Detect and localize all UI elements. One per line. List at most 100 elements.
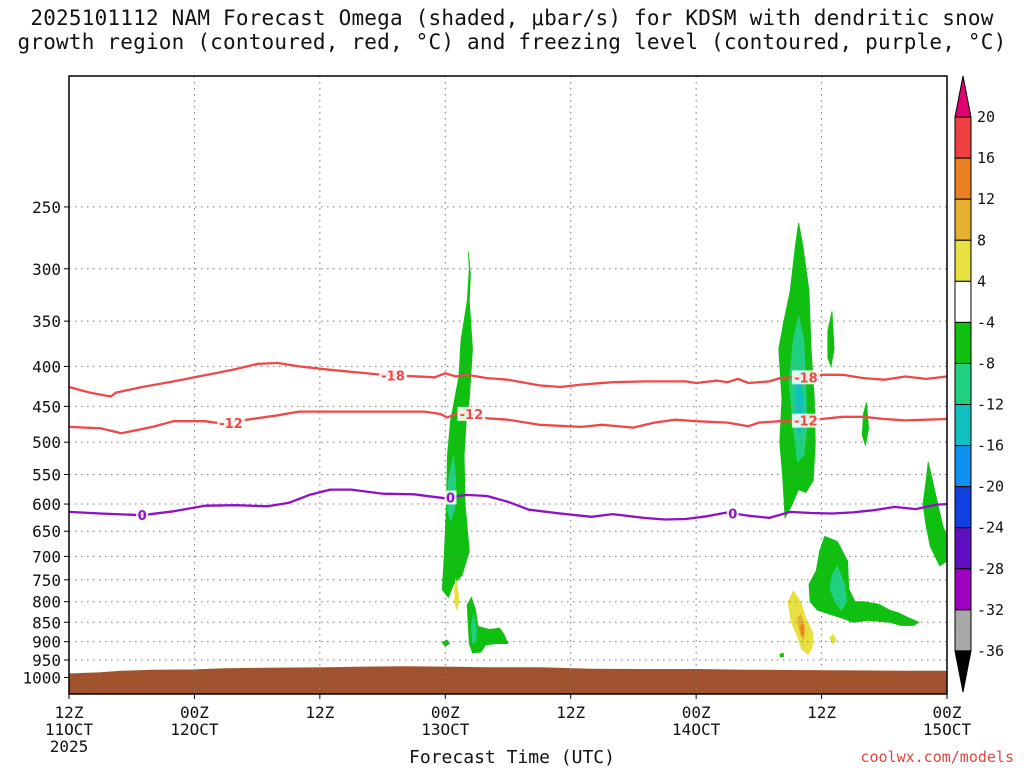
omega-area-17 — [829, 633, 837, 645]
contour-label: 0 — [446, 491, 455, 506]
contour-label-bg — [444, 490, 457, 505]
colorbar-segment — [954, 280, 972, 323]
y-tick-label: 650 — [32, 522, 61, 541]
colorbar-segment — [954, 609, 972, 652]
y-tick-label: 700 — [32, 547, 61, 566]
x-tick-label: 00Z — [431, 703, 460, 722]
colorbar-segment — [954, 486, 972, 529]
contour-label-bg — [791, 370, 820, 385]
x-tick-label: 12Z — [305, 703, 334, 722]
contour-label: 0 — [138, 509, 147, 524]
contour-label-bg — [379, 368, 408, 383]
omega-area-11 — [808, 535, 920, 626]
terrain-fill — [68, 666, 948, 695]
x-axis-label: Forecast Time (UTC) — [409, 747, 615, 768]
colorbar-label: 12 — [977, 190, 995, 208]
x-tick-label: 00Z — [933, 703, 962, 722]
omega-area-13 — [922, 461, 948, 567]
terrain-area — [68, 666, 948, 695]
contour-label: -18 — [381, 369, 405, 384]
omega-area-4 — [441, 639, 451, 647]
x-tick-label: 2025 — [50, 737, 89, 756]
y-tick-label: 450 — [32, 397, 61, 416]
colorbar-label: 4 — [977, 272, 986, 290]
y-tick-label: 250 — [32, 198, 61, 217]
y-axis-ticks: 2503003504004505005506006507007508008509… — [22, 198, 69, 687]
y-tick-label: 600 — [32, 495, 61, 514]
omega-area-9 — [827, 311, 835, 368]
y-tick-label: 500 — [32, 433, 61, 452]
omega-area-0 — [441, 251, 473, 599]
y-tick-label: 550 — [32, 466, 61, 485]
contour-label-bg — [791, 413, 820, 428]
x-tick-label: 12Z — [556, 703, 585, 722]
x-tick-label: 14OCT — [672, 720, 721, 739]
y-tick-label: 300 — [32, 260, 61, 279]
title-line-2: growth region (contoured, red, °C) and f… — [17, 30, 1007, 54]
contour-label-bg — [217, 415, 246, 430]
colorbar-label: -8 — [977, 354, 995, 372]
colorbar-label: -20 — [977, 478, 1004, 496]
contour-label-bg — [726, 506, 739, 521]
colorbar-label: 8 — [977, 231, 986, 249]
colorbar-segment — [954, 198, 972, 241]
x-tick-label: 15OCT — [923, 720, 972, 739]
plot-frame — [68, 75, 948, 695]
omega-area-3 — [470, 614, 478, 645]
colorbar-segment — [954, 445, 972, 488]
x-tick-label: 12Z — [55, 703, 84, 722]
colorbar-segment — [954, 404, 972, 447]
y-tick-label: 800 — [32, 593, 61, 612]
omega-area-5 — [454, 578, 460, 611]
colorbar-segment — [954, 157, 972, 200]
colorbar-segment — [954, 239, 972, 282]
contour-label: -18 — [794, 371, 818, 386]
x-tick-label: 12OCT — [170, 720, 219, 739]
chart-title: 2025101112 NAM Forecast Omega (shaded, μ… — [0, 6, 1024, 54]
y-tick-label: 900 — [32, 633, 61, 652]
y-tick-label: 400 — [32, 357, 61, 376]
colorbar-label: -36 — [977, 642, 1004, 660]
contour-label: -12 — [794, 415, 818, 430]
colorbar-label: -16 — [977, 437, 1004, 455]
y-tick-label: 750 — [32, 571, 61, 590]
contour-label-bg — [136, 508, 149, 523]
x-tick-label: 00Z — [180, 703, 209, 722]
grid-lines — [69, 76, 947, 694]
title-line-1: 2025101112 NAM Forecast Omega (shaded, μ… — [30, 6, 994, 30]
colorbar-label: -24 — [977, 519, 1004, 537]
colorbar-segment — [954, 568, 972, 611]
credit-link[interactable]: coolwx.com/models — [860, 748, 1014, 766]
y-tick-label: 1000 — [22, 668, 61, 687]
x-tick-label: 12Z — [807, 703, 836, 722]
colorbar-segment — [954, 527, 972, 570]
contour-line-0 — [68, 488, 948, 521]
colorbar: 20 16 12 8 4 -4 -8 -12 -16 -20 -24 -28 -32 -36 — [954, 75, 1004, 693]
contour-label: -12 — [219, 417, 243, 432]
temperature-contours: -18 -18 -12 -12 -12 0 0 0 — [68, 361, 948, 524]
colorbar-bottom-arrow — [954, 650, 972, 693]
colorbar-top-arrow — [954, 75, 972, 118]
y-tick-label: 850 — [32, 613, 61, 632]
y-tick-label: 950 — [32, 651, 61, 670]
omega-shading — [441, 222, 948, 658]
colorbar-segment — [954, 362, 972, 406]
omega-area-2 — [466, 596, 509, 654]
omega-area-12 — [829, 564, 848, 611]
omega-area-10 — [861, 402, 870, 446]
omega-area-18 — [779, 652, 785, 658]
colorbar-segment — [954, 116, 972, 159]
colorbar-label: -28 — [977, 560, 1004, 578]
colorbar-label: -12 — [977, 396, 1004, 414]
x-tick-label: 11OCT — [45, 720, 94, 739]
x-tick-label: 13OCT — [421, 720, 470, 739]
colorbar-label: -32 — [977, 601, 1004, 619]
contour-label: 0 — [728, 507, 737, 522]
contour-label-bg — [457, 406, 486, 421]
colorbar-label: 20 — [977, 108, 995, 126]
contour-label: -12 — [460, 408, 484, 423]
colorbar-segment — [954, 321, 972, 364]
omega-area-16 — [800, 623, 805, 637]
y-tick-label: 350 — [32, 312, 61, 331]
